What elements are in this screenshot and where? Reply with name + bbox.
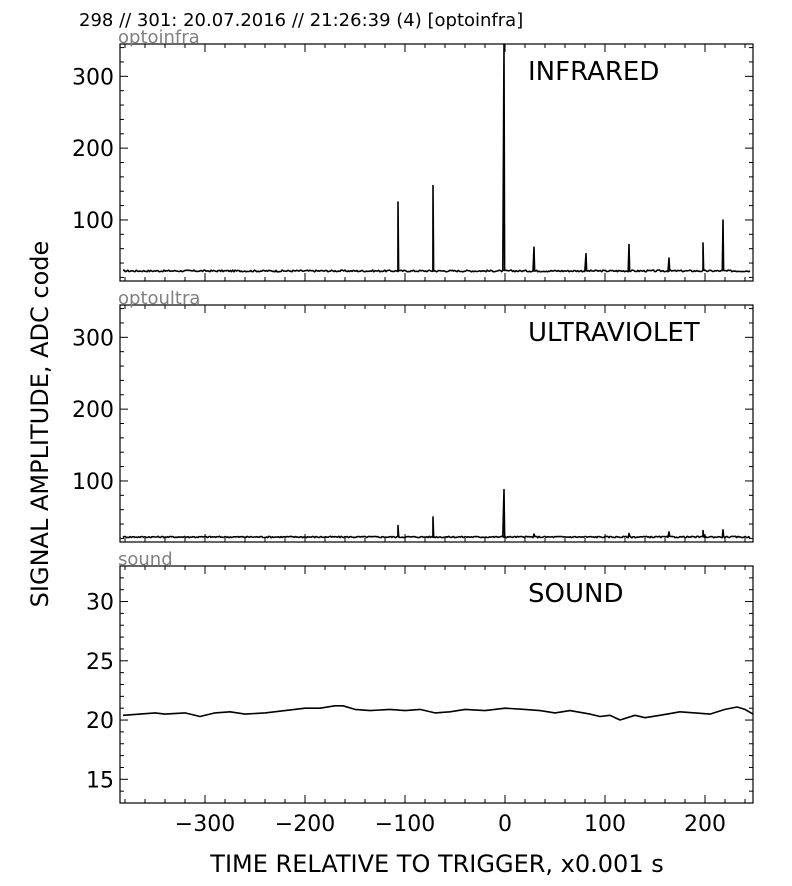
x-tick-label: 0 xyxy=(498,812,512,837)
trace-sound xyxy=(122,705,754,721)
channel-label: sound xyxy=(118,549,173,570)
y-tick-label: 20 xyxy=(86,709,114,734)
trace-optoinfra xyxy=(122,43,751,273)
panel-title: INFRARED xyxy=(528,57,659,87)
panel-sound: 15 20 25 30 SOUND sound xyxy=(86,549,754,804)
x-tick-label: 200 xyxy=(684,812,726,837)
x-tick-label: −200 xyxy=(275,812,335,837)
panel-optoinfra: 100 200 300 INFRARED optoinfra xyxy=(72,27,754,282)
x-axis: −300 −200 −100 0 100 200 xyxy=(175,812,726,837)
channel-label: optoinfra xyxy=(118,27,200,48)
y-tick-label: 300 xyxy=(72,65,114,90)
x-tick-label: −100 xyxy=(375,812,435,837)
y-tick-label: 100 xyxy=(72,470,114,495)
y-tick-label: 15 xyxy=(86,768,114,793)
y-tick-label: 200 xyxy=(72,137,114,162)
figure-header: 298 // 301: 20.07.2016 // 21:26:39 (4) [… xyxy=(79,10,523,31)
y-tick-label: 30 xyxy=(86,591,114,616)
trace-optoultra xyxy=(122,488,751,539)
panel-title: SOUND xyxy=(528,579,623,609)
y-tick-label: 300 xyxy=(72,326,114,351)
y-axis-label: SIGNAL AMPLITUDE, ADC code xyxy=(26,241,54,608)
x-axis-label: TIME RELATIVE TO TRIGGER, x0.001 s xyxy=(209,850,663,878)
plot-frame xyxy=(119,565,754,804)
y-tick-label: 25 xyxy=(86,650,114,675)
y-tick-label: 200 xyxy=(72,398,114,423)
x-tick-label: −300 xyxy=(175,812,235,837)
x-tick-label: 100 xyxy=(584,812,626,837)
channel-label: optoultra xyxy=(118,288,200,309)
panel-title: ULTRAVIOLET xyxy=(528,318,700,348)
panel-optoultra: 100 200 300 ULTRAVIOLET optoultra xyxy=(72,288,754,543)
y-tick-label: 100 xyxy=(72,209,114,234)
